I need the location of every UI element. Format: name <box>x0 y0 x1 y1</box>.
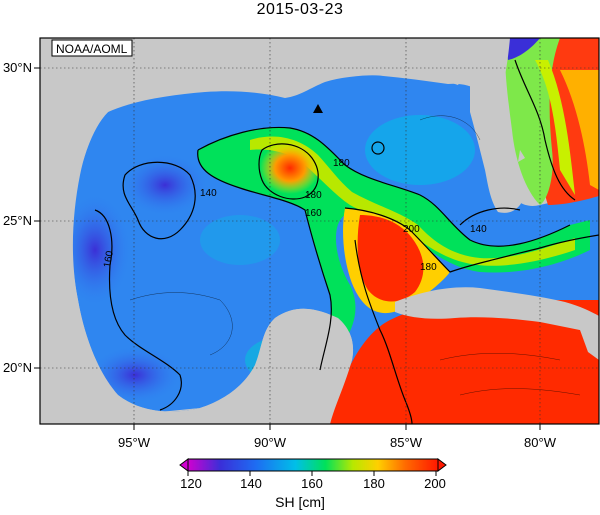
lon-tick-label: 90°W <box>254 435 287 450</box>
lat-tick-label: 25°N <box>3 213 32 228</box>
lon-tick-label: 95°W <box>118 435 151 450</box>
colorbar-min-arrow <box>179 458 189 472</box>
hot-spot-eddy <box>260 142 320 194</box>
florida-peninsula <box>470 38 525 213</box>
buoy-marker-icon <box>313 104 323 113</box>
contour-label: 140 <box>200 188 217 199</box>
lat-tick-labels: 30°N 25°N 20°N <box>3 60 32 375</box>
lon-tick-label: 80°W <box>524 435 557 450</box>
contour-label: 140 <box>470 224 487 235</box>
contour-label: 160 <box>305 208 322 219</box>
contour-label: 200 <box>403 224 420 235</box>
colorbar-tick-label: 180 <box>363 476 385 491</box>
northern-gulf-coast <box>40 38 510 424</box>
lon-tick-label: 85°W <box>390 435 423 450</box>
colorbar-tick-label: 120 <box>180 476 202 491</box>
cold-eddy-west <box>60 195 130 305</box>
map-frame <box>39 37 600 425</box>
contour-label: 180 <box>305 190 322 201</box>
credit-box <box>51 39 133 57</box>
cold-eddy-north <box>123 155 207 215</box>
contour-label: 180 <box>333 158 350 169</box>
cuba <box>395 287 599 334</box>
lat-lon-grid <box>40 38 599 424</box>
colorbar-tick-label: 200 <box>424 476 446 491</box>
hispaniola-edge <box>580 326 599 360</box>
contour-label: 160 <box>102 250 116 269</box>
bahamas-island <box>518 150 525 162</box>
colorbar-tick-label: 140 <box>240 476 262 491</box>
contour-labels: 140 160 180 160 140 180 200 180 <box>102 158 487 273</box>
lat-tick-label: 30°N <box>3 60 32 75</box>
warm-core-eddy <box>357 215 424 302</box>
colorbar-tick-label: 160 <box>301 476 323 491</box>
colorbar-unit-label: SH [cm] <box>275 494 325 510</box>
map-canvas: 140 160 180 160 140 180 200 180 <box>40 38 599 424</box>
credit-label: NOAA/AOML <box>56 42 128 56</box>
colorbar-max-arrow <box>437 458 447 472</box>
lat-tick-label: 20°N <box>3 360 32 375</box>
lon-tick-labels: 95°W 90°W 85°W 80°W <box>118 435 557 450</box>
map-title-date: 2015-03-23 <box>256 1 344 18</box>
contour-label: 180 <box>420 262 437 273</box>
colorbar: 120 140 160 180 200 <box>179 458 447 491</box>
yucatan-peninsula <box>200 308 354 424</box>
